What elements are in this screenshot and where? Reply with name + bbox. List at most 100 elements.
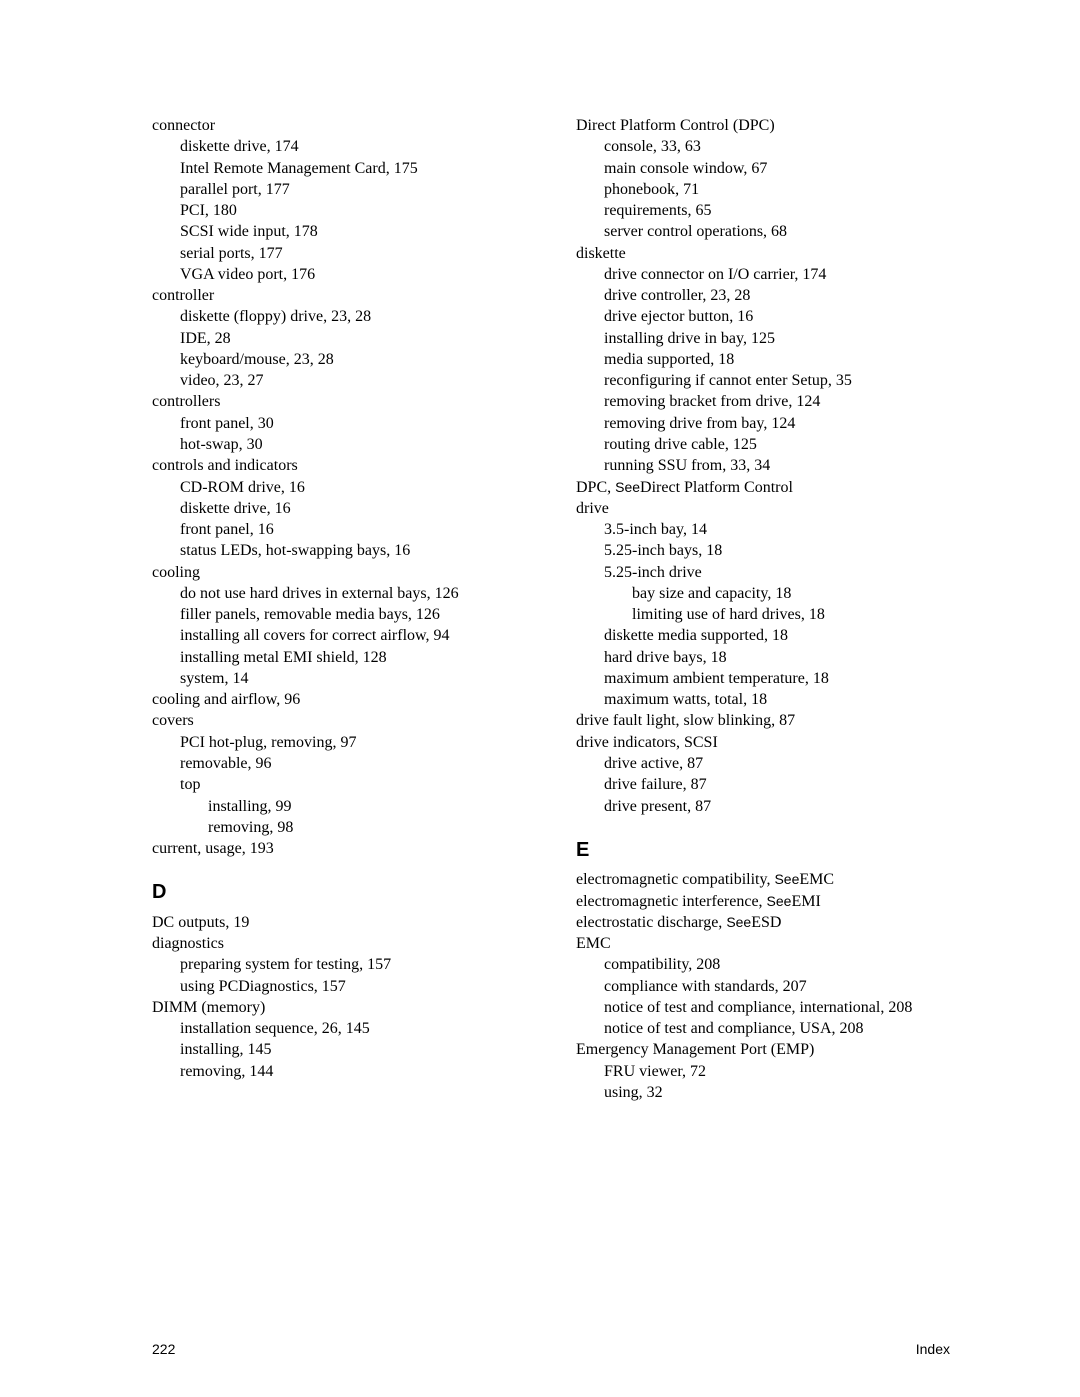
index-entry: do not use hard drives in external bays,… — [180, 583, 526, 604]
index-entry: DPC, SeeDirect Platform Control — [576, 477, 950, 498]
index-entry: controllers — [152, 391, 526, 412]
section-label: Index — [916, 1341, 950, 1357]
index-entry: installation sequence, 26, 145 — [180, 1018, 526, 1039]
index-entry: electromagnetic compatibility, SeeEMC — [576, 869, 950, 890]
see-label: See — [774, 871, 799, 887]
index-entry: front panel, 16 — [180, 519, 526, 540]
index-entry: preparing system for testing, 157 — [180, 954, 526, 975]
index-entry: IDE, 28 — [180, 328, 526, 349]
index-entry-text: DPC, — [576, 479, 615, 496]
index-entry: covers — [152, 710, 526, 731]
index-entry: removing, 98 — [208, 817, 526, 838]
index-entry: drive ejector button, 16 — [604, 306, 950, 327]
index-entry: controls and indicators — [152, 455, 526, 476]
index-entry: 3.5-inch bay, 14 — [604, 519, 950, 540]
index-entry: drive — [576, 498, 950, 519]
index-heading: D — [152, 879, 526, 906]
see-label: See — [615, 479, 640, 495]
index-entry: maximum watts, total, 18 — [604, 689, 950, 710]
page-footer: 222 Index — [152, 1341, 950, 1357]
index-entry: installing all covers for correct airflo… — [180, 625, 526, 646]
index-entry: SCSI wide input, 178 — [180, 221, 526, 242]
index-entry: Emergency Management Port (EMP) — [576, 1039, 950, 1060]
index-entry: removing bracket from drive, 124 — [604, 391, 950, 412]
see-label: See — [767, 893, 792, 909]
index-entry: cooling and airflow, 96 — [152, 689, 526, 710]
index-entry: installing, 99 — [208, 796, 526, 817]
index-entry: top — [180, 774, 526, 795]
index-entry: VGA video port, 176 — [180, 264, 526, 285]
index-entry: current, usage, 193 — [152, 838, 526, 859]
index-entry-text: electrostatic discharge, — [576, 914, 726, 931]
index-entry: FRU viewer, 72 — [604, 1061, 950, 1082]
index-entry: Direct Platform Control (DPC) — [576, 115, 950, 136]
index-entry: hot-swap, 30 — [180, 434, 526, 455]
index-entry: removing drive from bay, 124 — [604, 413, 950, 434]
index-entry-text: EMI — [791, 893, 820, 910]
index-entry-text: EMC — [799, 871, 834, 888]
index-entry: drive failure, 87 — [604, 774, 950, 795]
index-entry: drive active, 87 — [604, 753, 950, 774]
index-entry: diskette drive, 16 — [180, 498, 526, 519]
index-entry: removable, 96 — [180, 753, 526, 774]
index-entry-text: ESD — [751, 914, 781, 931]
index-entry: DC outputs, 19 — [152, 912, 526, 933]
index-entry: using, 32 — [604, 1082, 950, 1103]
page-number: 222 — [152, 1341, 175, 1357]
index-entry: main console window, 67 — [604, 158, 950, 179]
index-entry: routing drive cable, 125 — [604, 434, 950, 455]
index-entry: drive fault light, slow blinking, 87 — [576, 710, 950, 731]
see-label: See — [726, 914, 751, 930]
index-entry: video, 23, 27 — [180, 370, 526, 391]
index-entry: requirements, 65 — [604, 200, 950, 221]
index-entry: media supported, 18 — [604, 349, 950, 370]
index-entry: PCI hot-plug, removing, 97 — [180, 732, 526, 753]
index-entry: filler panels, removable media bays, 126 — [180, 604, 526, 625]
index-entry: DIMM (memory) — [152, 997, 526, 1018]
index-entry: serial ports, 177 — [180, 243, 526, 264]
index-entry: diskette media supported, 18 — [604, 625, 950, 646]
index-entry: keyboard/mouse, 23, 28 — [180, 349, 526, 370]
index-column-left: connectordiskette drive, 174Intel Remote… — [152, 115, 526, 1103]
index-entry: drive present, 87 — [604, 796, 950, 817]
index-entry: maximum ambient temperature, 18 — [604, 668, 950, 689]
index-entry: diagnostics — [152, 933, 526, 954]
index-entry-text: electromagnetic interference, — [576, 893, 767, 910]
index-entry: running SSU from, 33, 34 — [604, 455, 950, 476]
index-entry: drive indicators, SCSI — [576, 732, 950, 753]
index-entry: parallel port, 177 — [180, 179, 526, 200]
index-entry: CD-ROM drive, 16 — [180, 477, 526, 498]
index-entry: installing metal EMI shield, 128 — [180, 647, 526, 668]
page: connectordiskette drive, 174Intel Remote… — [0, 0, 1080, 1397]
index-entry: server control operations, 68 — [604, 221, 950, 242]
index-entry: EMC — [576, 933, 950, 954]
index-entry: using PCDiagnostics, 157 — [180, 976, 526, 997]
index-entry: 5.25-inch drive — [604, 562, 950, 583]
index-entry-text: electromagnetic compatibility, — [576, 871, 774, 888]
index-entry: Intel Remote Management Card, 175 — [180, 158, 526, 179]
index-entry: installing, 145 — [180, 1039, 526, 1060]
index-columns: connectordiskette drive, 174Intel Remote… — [152, 115, 950, 1103]
index-entry: cooling — [152, 562, 526, 583]
index-entry: notice of test and compliance, USA, 208 — [604, 1018, 950, 1039]
index-entry: hard drive bays, 18 — [604, 647, 950, 668]
index-entry: connector — [152, 115, 526, 136]
index-entry: reconfiguring if cannot enter Setup, 35 — [604, 370, 950, 391]
index-entry: 5.25-inch bays, 18 — [604, 540, 950, 561]
index-entry-text: Direct Platform Control — [640, 479, 793, 496]
index-heading: E — [576, 837, 950, 864]
index-entry: installing drive in bay, 125 — [604, 328, 950, 349]
index-entry: compliance with standards, 207 — [604, 976, 950, 997]
index-entry: drive controller, 23, 28 — [604, 285, 950, 306]
index-entry: diskette drive, 174 — [180, 136, 526, 157]
index-entry: removing, 144 — [180, 1061, 526, 1082]
index-entry: drive connector on I/O carrier, 174 — [604, 264, 950, 285]
index-entry: phonebook, 71 — [604, 179, 950, 200]
index-entry: console, 33, 63 — [604, 136, 950, 157]
index-entry: notice of test and compliance, internati… — [604, 997, 950, 1018]
index-entry: diskette (floppy) drive, 23, 28 — [180, 306, 526, 327]
index-entry: electromagnetic interference, SeeEMI — [576, 891, 950, 912]
index-entry: limiting use of hard drives, 18 — [632, 604, 950, 625]
index-entry: bay size and capacity, 18 — [632, 583, 950, 604]
index-entry: status LEDs, hot-swapping bays, 16 — [180, 540, 526, 561]
